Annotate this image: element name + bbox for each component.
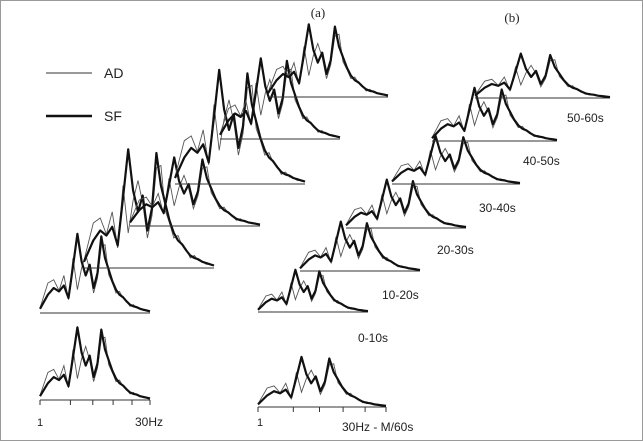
panel-a-sf-trace-1 — [39, 232, 151, 313]
panel-a-sf-trace-3 — [129, 156, 261, 226]
spectrum-traces — [39, 23, 611, 408]
axis-a-end-label: 30Hz — [135, 415, 163, 429]
window-label-20-30s: 20-30s — [437, 243, 474, 257]
panel-b-sf-trace-1 — [257, 268, 369, 313]
panel-b-sf-trace-4 — [391, 134, 521, 185]
axis-b-end-label: 30Hz - M/60s — [342, 420, 413, 434]
axis-a-start-label: 1 — [37, 417, 43, 429]
axis-a-ticks — [39, 400, 151, 405]
panel-a-sf-trace-5 — [219, 57, 341, 139]
window-label-10-20s: 10-20s — [382, 288, 419, 302]
legend: AD SF — [46, 65, 123, 124]
window-label-0-10s: 0-10s — [358, 331, 388, 345]
panel-a-sf-trace-2 — [82, 148, 215, 267]
panel-b-sf-trace-6 — [474, 52, 611, 99]
panel-b-sf-trace-3 — [345, 178, 467, 229]
legend-ad-label: AD — [104, 65, 123, 81]
panel-a-sf-trace-0 — [39, 326, 151, 400]
panel-b-sf-trace-5 — [431, 86, 558, 141]
axis-b-ticks — [257, 407, 387, 412]
window-label-30-40s: 30-40s — [479, 201, 516, 215]
panel-b-sf-trace-0 — [257, 355, 387, 407]
legend-sf-label: SF — [104, 108, 122, 124]
axis-b-start-label: 1 — [257, 417, 263, 429]
panel-b-label: (b) — [504, 10, 519, 25]
window-label-40-50s: 40-50s — [523, 154, 560, 168]
panel-a-label: (a) — [311, 5, 325, 20]
panel-a-sf-trace-4 — [173, 68, 306, 183]
panel-b-sf-trace-2 — [299, 220, 421, 272]
panel-a-sf-trace-6 — [267, 23, 389, 97]
window-label-50-60s: 50-60s — [567, 111, 604, 125]
